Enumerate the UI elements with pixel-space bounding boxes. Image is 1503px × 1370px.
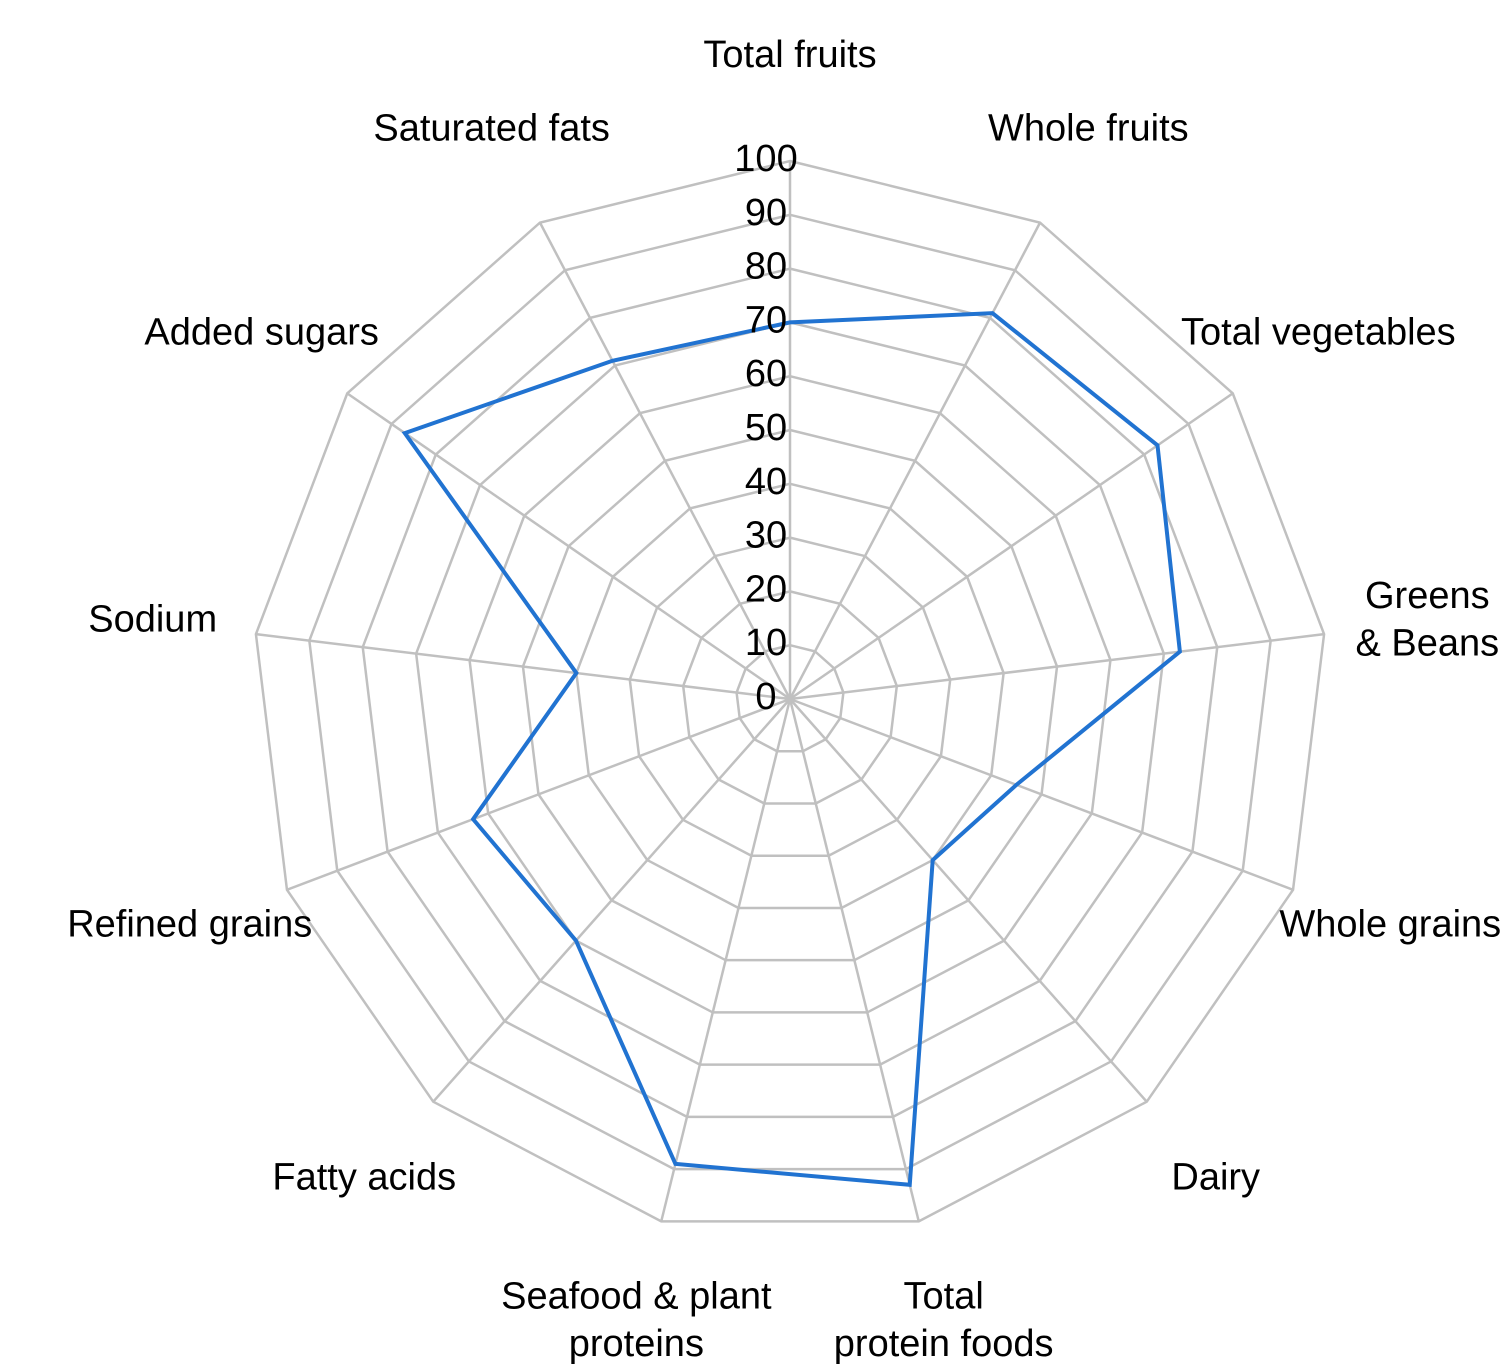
- r-tick-label: 30: [745, 515, 787, 557]
- category-label: Fatty acids: [272, 1157, 456, 1199]
- grid-ring: [254, 159, 1326, 1223]
- r-tick-label: 20: [745, 568, 787, 610]
- grid-spoke: [789, 632, 1325, 701]
- grid-ring: [521, 428, 1059, 962]
- category-label: Sodium: [88, 599, 217, 641]
- category-label: Greens & Beans: [1355, 575, 1499, 665]
- grid-ring: [468, 374, 1112, 1014]
- grid-spoke: [660, 698, 792, 1222]
- category-label: Saturated fats: [373, 108, 610, 150]
- grid-spoke: [255, 632, 791, 701]
- r-tick-label: 70: [745, 299, 787, 341]
- grid-spoke: [432, 698, 791, 1103]
- grid-spoke: [286, 697, 791, 891]
- category-label: Seafood & plant proteins: [501, 1276, 772, 1366]
- r-tick-label: 50: [745, 407, 787, 449]
- category-label: Total fruits: [703, 34, 876, 76]
- grid-ring: [735, 643, 845, 753]
- grid-ring: [681, 590, 899, 805]
- r-tick-label: 80: [745, 246, 787, 288]
- r-tick-label: 90: [745, 192, 787, 234]
- category-label: Total protein foods: [834, 1276, 1054, 1366]
- r-tick-label: 10: [745, 622, 787, 664]
- grid-ring: [575, 482, 1005, 910]
- grid-spoke: [788, 698, 920, 1222]
- grid-spoke: [538, 222, 792, 700]
- category-label: Added sugars: [144, 311, 379, 353]
- grid-spoke: [788, 222, 1042, 700]
- r-tick-label: 40: [745, 461, 787, 503]
- grid-ring: [628, 536, 952, 857]
- r-tick-label: 60: [745, 353, 787, 395]
- category-label: Whole fruits: [988, 108, 1189, 150]
- r-tick-label: 100: [734, 138, 797, 180]
- category-label: Refined grains: [67, 904, 312, 946]
- category-label: Whole grains: [1279, 904, 1501, 946]
- category-label: Dairy: [1171, 1157, 1260, 1199]
- r-tick-label: 0: [755, 676, 776, 718]
- grid-spoke: [346, 392, 791, 701]
- grid-ring: [414, 321, 1166, 1066]
- grid-spoke: [789, 697, 1294, 891]
- grid-ring: [361, 267, 1219, 1119]
- grid-spoke: [789, 698, 1148, 1103]
- series-line: [401, 311, 1182, 1187]
- grid-ring: [308, 213, 1272, 1171]
- category-label: Total vegetables: [1181, 311, 1456, 353]
